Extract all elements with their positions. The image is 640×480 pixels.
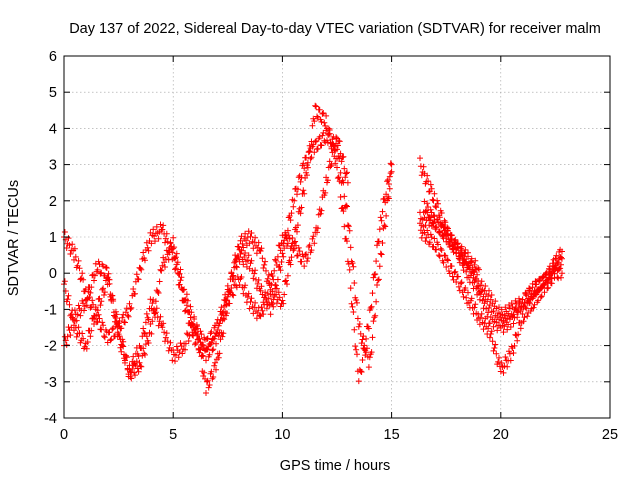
series-track-4 (417, 155, 565, 336)
series-track-1 (61, 127, 395, 382)
series-track-2 (61, 102, 395, 385)
y-axis: -4 -3 -2 -1 0 1 2 3 4 5 6 (44, 49, 610, 427)
data-points (61, 102, 565, 396)
y-tick-label: 1 (49, 230, 57, 246)
data-marker (61, 127, 395, 382)
y-tick-label: 5 (49, 85, 57, 101)
y-tick: -3 (44, 375, 610, 391)
y-tick: 2 (49, 194, 610, 210)
y-tick-label: -2 (44, 339, 57, 355)
x-tick: 15 (384, 56, 400, 443)
x-tick-label: 5 (169, 427, 177, 443)
y-tick: 0 (49, 266, 610, 282)
x-tick-label: 10 (274, 427, 290, 443)
y-tick: 6 (49, 49, 610, 65)
data-marker (417, 220, 565, 376)
chart-title: Day 137 of 2022, Sidereal Day-to-day VTE… (69, 21, 601, 37)
x-tick: 20 (493, 56, 509, 443)
series-track-6 (417, 220, 565, 376)
y-tick: 1 (49, 230, 610, 246)
grid-lines (64, 56, 610, 418)
x-tick-label: 15 (384, 427, 400, 443)
x-axis-label: GPS time / hours (280, 458, 390, 474)
y-tick-label: 6 (49, 49, 57, 65)
x-tick-label: 20 (493, 427, 509, 443)
x-tick: 5 (169, 56, 177, 443)
y-tick-label: -4 (44, 411, 57, 427)
data-marker (61, 102, 395, 385)
data-marker (417, 155, 565, 336)
y-tick-label: 3 (49, 158, 57, 174)
y-tick-label: -1 (44, 302, 57, 318)
x-tick: 25 (602, 56, 618, 443)
y-tick: 3 (49, 158, 610, 174)
y-tick-label: 2 (49, 194, 57, 210)
y-tick-label: 4 (49, 121, 57, 137)
y-tick-label: 0 (49, 266, 57, 282)
y-tick: 4 (49, 121, 610, 137)
x-axis: 0 5 10 15 20 25 (60, 56, 618, 443)
y-tick: -2 (44, 339, 610, 355)
x-tick: 0 (60, 56, 68, 443)
series-track-7 (421, 198, 482, 278)
x-tick: 10 (274, 56, 290, 443)
x-tick-label: 0 (60, 427, 68, 443)
data-marker (421, 198, 482, 278)
y-axis-label: SDTVAR / TECUs (6, 180, 22, 296)
y-tick: 5 (49, 85, 610, 101)
y-tick-label: -3 (44, 375, 57, 391)
y-tick: -4 (44, 411, 610, 427)
y-tick: -1 (44, 302, 610, 318)
x-tick-label: 25 (602, 427, 618, 443)
